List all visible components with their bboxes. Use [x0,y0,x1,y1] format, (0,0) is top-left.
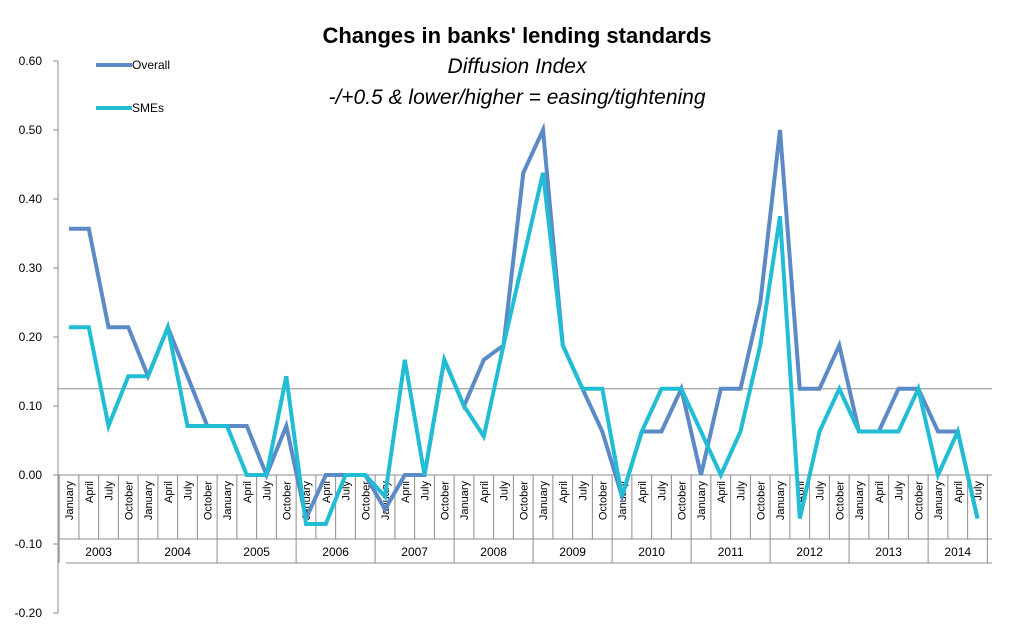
year-label: 2003 [85,545,112,559]
x-tick-label: July [973,481,985,501]
x-tick-label: October [123,481,135,520]
x-tick-label: October [518,481,530,520]
year-label: 2013 [875,545,902,559]
x-tick-label: October [834,481,846,520]
x-tick-label: July [736,481,748,501]
y-tick-label: -0.20 [15,606,43,620]
x-tick-label: April [84,481,96,503]
x-tick-label: April [163,481,175,503]
x-tick-label: April [400,481,412,503]
axes: 0.60 0.50 0.40 0.30 0.20 0.10 0.00 -0.10 -0.20 Ja… [15,54,992,620]
year-label: 2007 [401,545,428,559]
x-tick-label: July [657,481,669,501]
year-label: 2014 [944,545,971,559]
x-tick-label: April [558,481,570,503]
year-label: 2005 [243,545,270,559]
x-tick-label: October [281,481,293,520]
y-tick-label: 0.40 [19,192,43,206]
x-tick-label: April [953,481,965,503]
series-lines [69,122,980,526]
x-tick-label: October [439,481,451,520]
x-tick-label: January [933,481,945,521]
x-tick-label: October [913,481,925,520]
y-tick-label: 0.60 [19,54,43,68]
x-tick-label: July [104,481,116,501]
x-tick-label: October [360,481,372,520]
x-tick-label: April [637,481,649,503]
year-label: 2008 [480,545,507,559]
chart-title: Changes in banks' lending standards [322,23,711,48]
y-tick-label: 0.10 [19,399,43,413]
x-tick-label: April [321,481,333,503]
x-tick-label: April [716,481,728,503]
chart-subtitle-note: -/+0.5 & lower/higher = easing/tightenin… [328,86,705,109]
year-label: 2009 [559,545,586,559]
x-tick-label: July [499,481,511,501]
x-tick-label: July [183,481,195,501]
x-tick-label: July [341,481,353,501]
y-tick-label: 0.00 [19,468,43,482]
x-tick-label: July [894,481,906,501]
y-tick-label: 0.30 [19,261,43,275]
year-label: 2006 [322,545,349,559]
x-tick-label: July [420,481,432,501]
year-label: 2004 [164,545,191,559]
year-label: 2012 [796,545,823,559]
chart-subtitle: Diffusion Index [448,55,588,78]
x-tick-label: January [854,481,866,521]
x-tick-label: October [676,481,688,520]
legend: Overall SMEs [96,58,170,115]
x-tick-label: October [597,481,609,520]
x-tick-label: July [262,481,274,501]
y-tick-label: 0.50 [19,123,43,137]
x-tick-label: January [459,481,471,521]
year-label: 2011 [718,545,744,559]
series-line-smes [69,172,980,526]
legend-label-smes: SMEs [132,101,164,115]
legend-label-overall: Overall [132,58,170,72]
x-tick-label: January [143,481,155,521]
x-tick-label: January [222,481,234,521]
x-tick-label: October [202,481,214,520]
x-tick-label: January [538,481,550,521]
x-tick-label: April [874,481,886,503]
x-tick-label: January [696,481,708,521]
y-tick-label: -0.10 [15,537,43,551]
x-tick-label: October [755,481,767,520]
year-label: 2010 [638,545,665,559]
x-tick-label: January [64,481,76,521]
x-tick-label: January [775,481,787,521]
x-tick-label: July [578,481,590,501]
x-tick-label: July [815,481,827,501]
x-tick-label: April [242,481,254,503]
y-tick-label: 0.20 [19,330,43,344]
x-tick-label: April [479,481,491,503]
